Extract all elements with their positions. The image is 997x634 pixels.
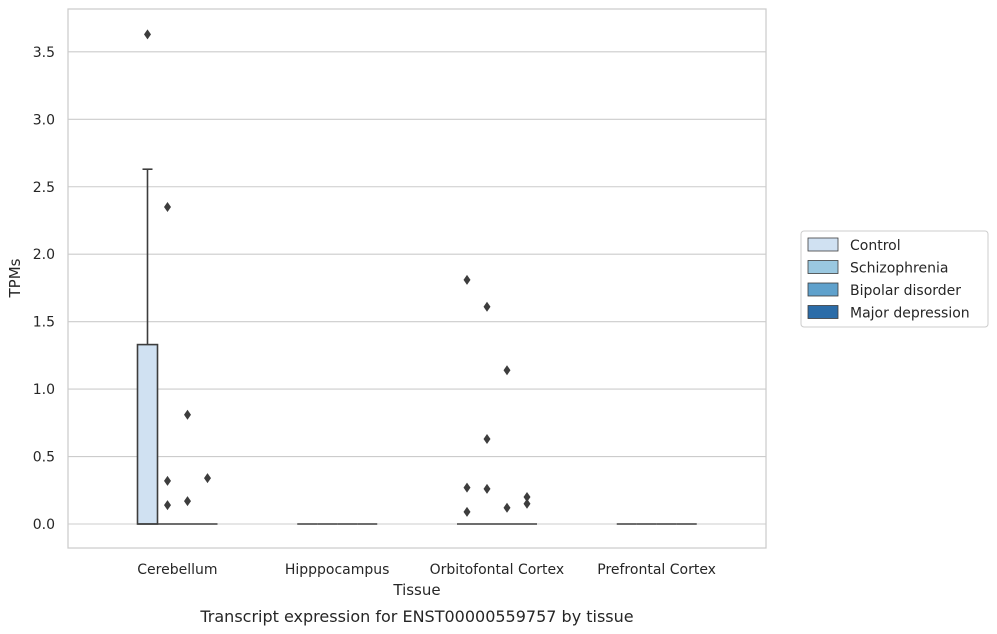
outlier-point <box>164 500 171 511</box>
box-body <box>136 343 159 525</box>
outlier-point <box>164 475 171 486</box>
box-group <box>477 301 497 525</box>
legend-label: Bipolar disorder <box>850 283 961 299</box>
legend-swatch <box>807 237 839 252</box>
x-tick-label: Cerebellum <box>137 562 217 578</box>
y-tick-label: 1.5 <box>33 315 55 331</box>
box-group <box>197 473 218 525</box>
outlier-point <box>503 502 511 513</box>
outlier-point <box>523 492 531 503</box>
y-tick-label: 3.5 <box>33 45 55 61</box>
legend-frame <box>800 230 989 328</box>
box-group <box>136 29 159 525</box>
outlier-point <box>483 483 491 494</box>
outlier-point <box>463 274 471 285</box>
grid-lines <box>68 51 766 525</box>
legend-items: Control Schizophrenia Bipolar disorder Majo… <box>807 237 970 322</box>
plot-frame <box>67 8 767 549</box>
box-plot-marks <box>136 29 697 525</box>
legend-swatch <box>807 282 839 297</box>
outlier-point <box>523 498 531 509</box>
legend-label: Schizophrenia <box>850 261 948 277</box>
outlier-point <box>463 506 471 517</box>
outlier-point <box>463 482 471 493</box>
legend-label: Control <box>850 238 901 254</box>
box-group <box>517 492 537 525</box>
legend-swatch <box>807 260 839 274</box>
chart-caption: Transcript expression for ENST0000055975… <box>199 607 633 626</box>
y-tick-label: 1.0 <box>33 382 55 398</box>
x-tick-label: Hipppocampus <box>285 562 390 578</box>
box-group <box>157 201 178 525</box>
outlier-point <box>483 434 491 445</box>
x-tick-labels: Cerebellum Hipppocampus Orbitofontal Corte… <box>137 562 716 578</box>
legend-label: Major depression <box>850 306 970 322</box>
outlier-point <box>144 29 151 40</box>
y-axis-label: TPMs <box>6 258 24 298</box>
x-tick-label: Prefrontal Cortex <box>597 562 716 578</box>
y-tick-label: 2.5 <box>33 180 55 196</box>
outlier-point <box>184 409 191 420</box>
x-axis-label: Tissue <box>392 581 440 599</box>
box-group <box>497 365 517 525</box>
legend-swatch <box>807 305 839 319</box>
box-group <box>177 409 198 525</box>
y-tick-label: 2.0 <box>33 247 55 263</box>
y-tick-labels: 0.0 0.5 1.0 1.5 2.0 2.5 3.0 3.5 <box>33 45 55 533</box>
legend-item: Major depression <box>807 305 970 322</box>
legend-item: Control <box>807 237 901 254</box>
outlier-point <box>503 365 511 376</box>
x-tick-label: Orbitofontal Cortex <box>430 562 565 578</box>
y-tick-label: 0.5 <box>33 450 55 466</box>
outlier-point <box>483 301 491 312</box>
outlier-point <box>184 496 191 507</box>
outlier-point <box>204 473 211 484</box>
legend: Control Schizophrenia Bipolar disorder Majo… <box>800 230 989 328</box>
legend-item: Bipolar disorder <box>807 282 961 299</box>
outlier-point <box>164 201 171 212</box>
y-tick-label: 3.0 <box>33 112 55 128</box>
legend-item: Schizophrenia <box>807 260 948 277</box>
box-group <box>457 274 477 525</box>
y-tick-label: 0.0 <box>33 517 55 533</box>
